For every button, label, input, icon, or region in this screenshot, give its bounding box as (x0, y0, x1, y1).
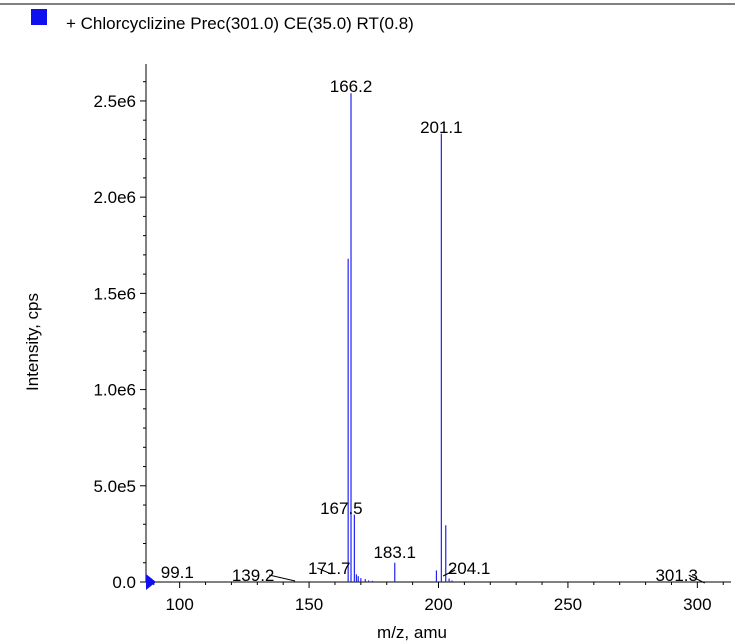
peak-label: 166.2 (330, 77, 373, 96)
peak-label: 201.1 (420, 118, 463, 137)
y-tick-label: 1.0e6 (93, 381, 136, 400)
peak-label: 139.2 (232, 566, 275, 585)
peak-leader-line (317, 567, 332, 575)
plot-area: 0.0 5.0e5 1.0e6 1.5e6 2.0e6 2.5e6 100 150 200 250… (93, 64, 731, 614)
y-tick-label: 1.5e6 (93, 284, 136, 303)
x-axis-label: m/z, amu (377, 623, 447, 642)
x-tick-label: 200 (424, 595, 452, 614)
y-tick-label: 0.0 (112, 573, 136, 592)
y-axis-label: Intensity, cps (23, 293, 42, 391)
x-tick-label: 100 (165, 595, 193, 614)
peak-leader-line (269, 574, 296, 582)
x-tick-label: 150 (295, 595, 323, 614)
peak-label: 301.3 (655, 566, 698, 585)
x-tick-label: 250 (554, 595, 582, 614)
peak-label: 99.1 (161, 563, 194, 582)
peak-leader-line (442, 569, 456, 577)
y-tick-label: 2.0e6 (93, 188, 136, 207)
peak-label: 167.5 (320, 499, 363, 518)
precursor-marker (146, 574, 156, 590)
peak-label: 171.7 (308, 559, 351, 578)
x-tick-label: 300 (683, 595, 711, 614)
legend-marker (31, 9, 47, 25)
legend-text: + Chlorcyclizine Prec(301.0) CE(35.0) RT… (66, 14, 414, 33)
peak-label: 183.1 (373, 543, 416, 562)
peak-leader-line (688, 574, 705, 584)
peak-label: 204.1 (448, 559, 491, 578)
y-tick-label: 5.0e5 (93, 477, 136, 496)
y-tick-label: 2.5e6 (93, 92, 136, 111)
